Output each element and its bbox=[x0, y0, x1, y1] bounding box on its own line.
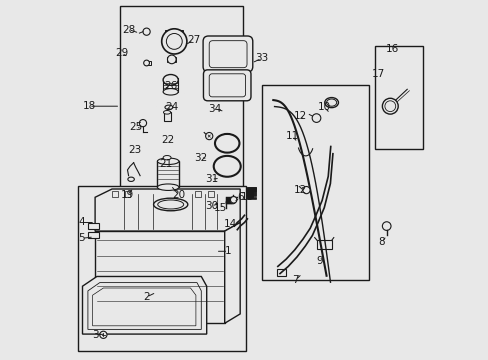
Text: 33: 33 bbox=[255, 53, 268, 63]
Text: 18: 18 bbox=[82, 101, 96, 111]
Text: 20: 20 bbox=[172, 190, 185, 200]
Text: 26: 26 bbox=[164, 81, 177, 91]
Text: 6: 6 bbox=[236, 192, 243, 202]
Circle shape bbox=[302, 186, 309, 194]
Bar bbox=[276, 269, 285, 276]
Text: 25: 25 bbox=[129, 122, 142, 132]
Text: 15: 15 bbox=[213, 203, 226, 213]
Bar bbox=[167, 57, 176, 62]
Ellipse shape bbox=[213, 156, 240, 177]
Circle shape bbox=[384, 101, 395, 112]
Circle shape bbox=[162, 29, 186, 54]
Text: 12: 12 bbox=[293, 185, 306, 195]
Bar bbox=[163, 112, 170, 121]
Text: 31: 31 bbox=[204, 174, 218, 184]
Bar bbox=[317, 240, 331, 249]
Ellipse shape bbox=[326, 99, 336, 106]
Bar bbox=[208, 191, 214, 197]
FancyBboxPatch shape bbox=[209, 74, 245, 97]
Text: 5: 5 bbox=[78, 233, 85, 243]
Text: 23: 23 bbox=[128, 145, 141, 156]
Ellipse shape bbox=[324, 98, 338, 108]
Text: 29: 29 bbox=[115, 48, 128, 58]
FancyBboxPatch shape bbox=[203, 36, 252, 72]
Circle shape bbox=[311, 114, 320, 122]
Circle shape bbox=[382, 98, 397, 114]
Bar bbox=[88, 223, 99, 229]
Ellipse shape bbox=[163, 75, 178, 85]
Text: 21: 21 bbox=[159, 159, 172, 169]
Text: 34: 34 bbox=[208, 104, 221, 114]
Circle shape bbox=[167, 55, 176, 64]
Text: 7: 7 bbox=[292, 275, 298, 285]
Bar bbox=[112, 191, 118, 197]
Circle shape bbox=[382, 222, 390, 230]
Bar bbox=[179, 30, 182, 35]
Circle shape bbox=[166, 33, 182, 49]
Bar bbox=[145, 61, 151, 65]
Text: 8: 8 bbox=[378, 237, 385, 247]
FancyBboxPatch shape bbox=[203, 70, 250, 101]
Text: 28: 28 bbox=[122, 24, 135, 35]
Bar bbox=[88, 232, 99, 238]
Text: 1: 1 bbox=[224, 246, 231, 256]
Ellipse shape bbox=[215, 134, 239, 153]
Text: 9: 9 bbox=[315, 256, 322, 266]
Text: 27: 27 bbox=[186, 35, 200, 45]
Bar bbox=[194, 191, 200, 197]
Ellipse shape bbox=[163, 89, 178, 95]
Text: 12: 12 bbox=[293, 111, 306, 121]
Circle shape bbox=[139, 120, 146, 127]
Bar bbox=[163, 78, 178, 92]
Bar bbox=[120, 6, 242, 224]
Ellipse shape bbox=[153, 198, 187, 211]
Ellipse shape bbox=[157, 184, 179, 190]
Ellipse shape bbox=[164, 105, 172, 109]
Bar bbox=[374, 46, 422, 149]
Text: 3: 3 bbox=[92, 330, 98, 340]
Text: 13: 13 bbox=[240, 192, 253, 202]
Bar bbox=[261, 85, 368, 280]
FancyBboxPatch shape bbox=[209, 41, 246, 68]
Bar bbox=[78, 186, 246, 351]
Text: 19: 19 bbox=[121, 190, 134, 200]
Circle shape bbox=[230, 197, 237, 203]
Circle shape bbox=[142, 28, 150, 35]
Circle shape bbox=[230, 198, 235, 204]
Polygon shape bbox=[95, 189, 240, 231]
Bar bbox=[124, 191, 130, 197]
Text: 2: 2 bbox=[143, 292, 150, 302]
Ellipse shape bbox=[157, 158, 179, 165]
Ellipse shape bbox=[127, 177, 134, 181]
Text: 30: 30 bbox=[204, 201, 218, 211]
Ellipse shape bbox=[158, 200, 183, 209]
Text: 4: 4 bbox=[78, 217, 85, 228]
Text: 22: 22 bbox=[161, 135, 174, 145]
Text: 32: 32 bbox=[194, 153, 207, 163]
Ellipse shape bbox=[163, 111, 170, 114]
Text: 17: 17 bbox=[371, 69, 384, 79]
Polygon shape bbox=[95, 231, 224, 323]
Text: 11: 11 bbox=[285, 131, 298, 141]
Bar bbox=[157, 161, 179, 187]
Ellipse shape bbox=[163, 156, 171, 160]
Circle shape bbox=[100, 331, 107, 338]
Text: 16: 16 bbox=[386, 44, 399, 54]
Polygon shape bbox=[82, 276, 206, 334]
Text: 24: 24 bbox=[165, 102, 178, 112]
Polygon shape bbox=[224, 222, 240, 323]
Text: 14: 14 bbox=[224, 219, 237, 229]
Circle shape bbox=[205, 132, 212, 140]
Circle shape bbox=[143, 60, 149, 66]
Bar bbox=[165, 30, 168, 35]
Text: 10: 10 bbox=[317, 102, 330, 112]
